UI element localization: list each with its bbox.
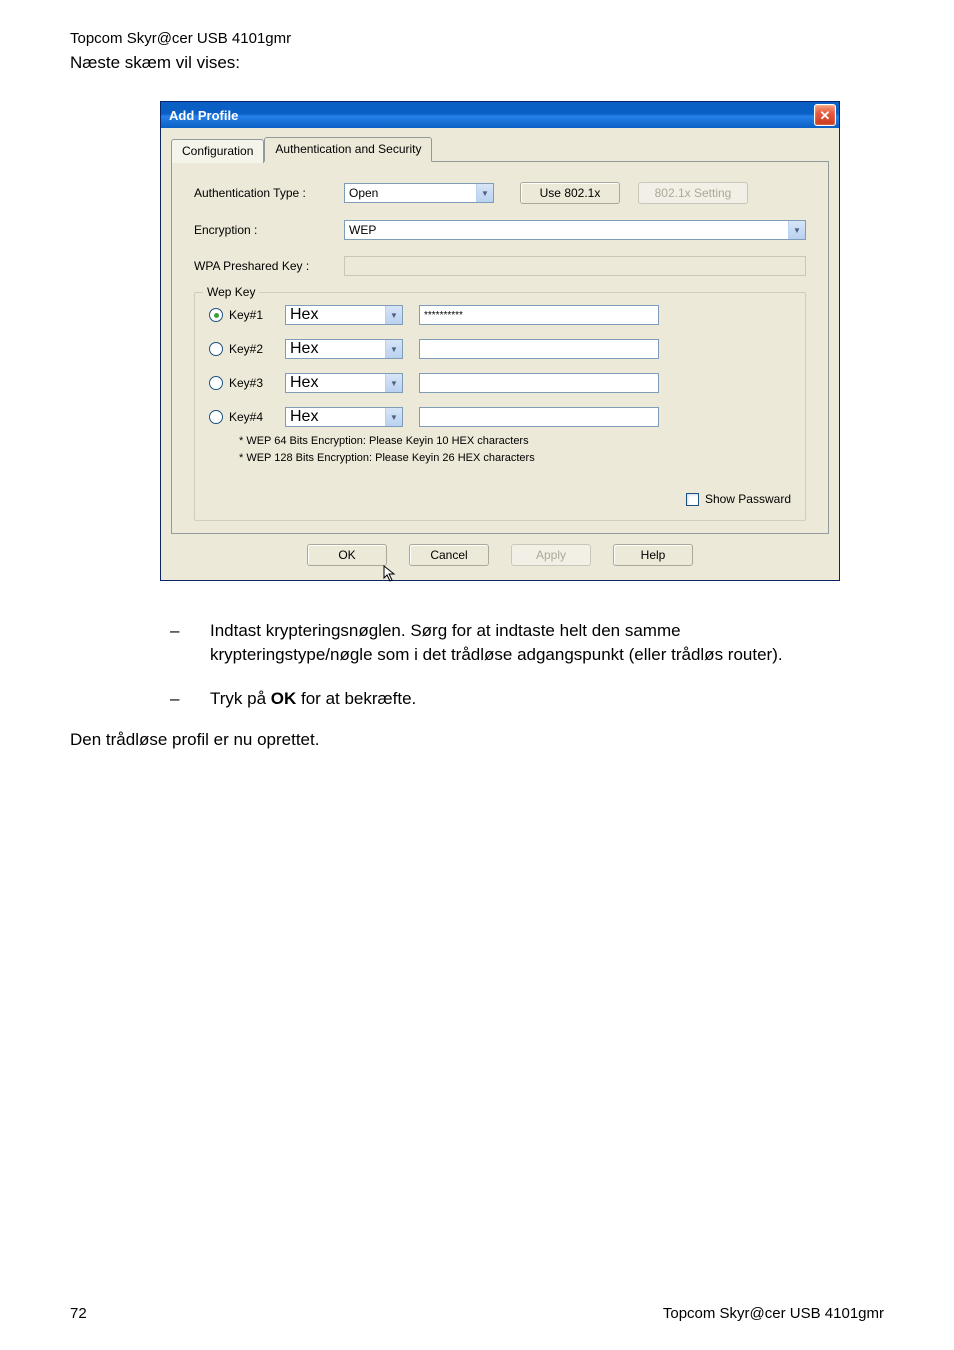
key1-format-select[interactable]: Hex ▼: [285, 305, 403, 325]
cursor-icon: [382, 564, 400, 582]
dialog-button-row: OK Cancel Apply Help: [161, 534, 839, 580]
doc-subheader: Næste skæm vil vises:: [70, 53, 884, 73]
key4-format-select[interactable]: Hex ▼: [285, 407, 403, 427]
key4-row: Key#4 Hex ▼: [209, 407, 791, 427]
wep-hint-line1: * WEP 64 Bits Encryption: Please Keyin 1…: [239, 433, 791, 450]
key4-input[interactable]: [419, 407, 659, 427]
ok-button[interactable]: OK: [307, 544, 387, 566]
list-dash: –: [170, 619, 210, 667]
tab-panel: Authentication Type : Open ▼ Use 802.1x …: [171, 161, 829, 534]
instruction-2: Tryk på OK for at bekræfte.: [210, 687, 416, 711]
key1-radio[interactable]: [209, 308, 223, 322]
page-footer: 72 Topcom Skyr@cer USB 4101gmr: [70, 1305, 884, 1322]
encryption-value: WEP: [349, 223, 376, 237]
instruction-2-pre: Tryk på: [210, 689, 271, 708]
cancel-button[interactable]: Cancel: [409, 544, 489, 566]
encryption-label: Encryption :: [194, 223, 344, 237]
chevron-down-icon: ▼: [385, 340, 402, 358]
chevron-down-icon: ▼: [385, 374, 402, 392]
key4-radio[interactable]: [209, 410, 223, 424]
key1-row: Key#1 Hex ▼ **********: [209, 305, 791, 325]
psk-label: WPA Preshared Key :: [194, 259, 344, 273]
wep-hint-line2: * WEP 128 Bits Encryption: Please Keyin …: [239, 450, 791, 467]
key1-label: Key#1: [229, 308, 285, 322]
titlebar: Add Profile ✕: [161, 102, 839, 128]
key2-row: Key#2 Hex ▼: [209, 339, 791, 359]
add-profile-dialog: Add Profile ✕ Configuration Authenticati…: [160, 101, 840, 581]
key2-label: Key#2: [229, 342, 285, 356]
instruction-list: – Indtast krypteringsnøglen. Sørg for at…: [170, 619, 844, 710]
key3-row: Key#3 Hex ▼: [209, 373, 791, 393]
chevron-down-icon: ▼: [476, 184, 493, 202]
close-button[interactable]: ✕: [814, 104, 836, 126]
wep-hint: * WEP 64 Bits Encryption: Please Keyin 1…: [239, 433, 791, 466]
list-dash: –: [170, 687, 210, 711]
auth-type-label: Authentication Type :: [194, 186, 344, 200]
chevron-down-icon: ▼: [385, 408, 402, 426]
key3-format-select[interactable]: Hex ▼: [285, 373, 403, 393]
show-password-checkbox[interactable]: [686, 493, 699, 506]
key3-format-value: Hex: [290, 374, 318, 392]
key4-label: Key#4: [229, 410, 285, 424]
show-password-label: Show Passward: [705, 492, 791, 506]
final-line: Den trådløse profil er nu oprettet.: [70, 730, 884, 750]
key2-radio[interactable]: [209, 342, 223, 356]
dialog-title: Add Profile: [169, 108, 238, 123]
tab-row: Configuration Authentication and Securit…: [161, 128, 839, 161]
key3-radio[interactable]: [209, 376, 223, 390]
key2-format-value: Hex: [290, 340, 318, 358]
chevron-down-icon: ▼: [788, 221, 805, 239]
chevron-down-icon: ▼: [385, 306, 402, 324]
wep-key-group-title: Wep Key: [203, 285, 259, 299]
page-number: 72: [70, 1305, 87, 1322]
key3-label: Key#3: [229, 376, 285, 390]
key2-input[interactable]: [419, 339, 659, 359]
footer-title: Topcom Skyr@cer USB 4101gmr: [663, 1305, 884, 1322]
8021x-setting-button: 802.1x Setting: [638, 182, 748, 204]
apply-button: Apply: [511, 544, 591, 566]
key3-input[interactable]: [419, 373, 659, 393]
auth-type-select[interactable]: Open ▼: [344, 183, 494, 203]
key4-format-value: Hex: [290, 408, 318, 426]
key1-input[interactable]: **********: [419, 305, 659, 325]
instruction-2-post: for at bekræfte.: [296, 689, 416, 708]
wep-key-group: Wep Key Key#1 Hex ▼ ********** Key#2: [194, 292, 806, 521]
instruction-1: Indtast krypteringsnøglen. Sørg for at i…: [210, 619, 844, 667]
encryption-select[interactable]: WEP ▼: [344, 220, 806, 240]
auth-type-value: Open: [349, 186, 378, 200]
use-8021x-button[interactable]: Use 802.1x: [520, 182, 620, 204]
key1-format-value: Hex: [290, 306, 318, 324]
instruction-2-bold: OK: [271, 689, 297, 708]
tab-configuration[interactable]: Configuration: [171, 139, 264, 163]
doc-header: Topcom Skyr@cer USB 4101gmr: [70, 30, 884, 47]
key2-format-select[interactable]: Hex ▼: [285, 339, 403, 359]
psk-input: [344, 256, 806, 276]
close-icon: ✕: [820, 109, 831, 122]
help-button[interactable]: Help: [613, 544, 693, 566]
tab-auth-security[interactable]: Authentication and Security: [264, 137, 432, 162]
